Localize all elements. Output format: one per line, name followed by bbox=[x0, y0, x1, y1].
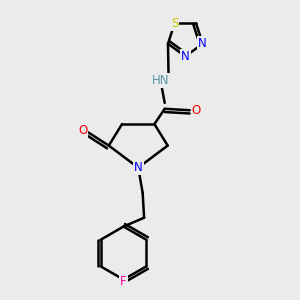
Text: O: O bbox=[78, 124, 88, 137]
Text: S: S bbox=[171, 17, 178, 30]
Text: N: N bbox=[181, 50, 190, 63]
Text: N: N bbox=[134, 161, 142, 174]
Text: F: F bbox=[120, 274, 127, 287]
Text: O: O bbox=[192, 104, 201, 117]
Text: N: N bbox=[198, 37, 207, 50]
Text: HN: HN bbox=[152, 74, 169, 87]
